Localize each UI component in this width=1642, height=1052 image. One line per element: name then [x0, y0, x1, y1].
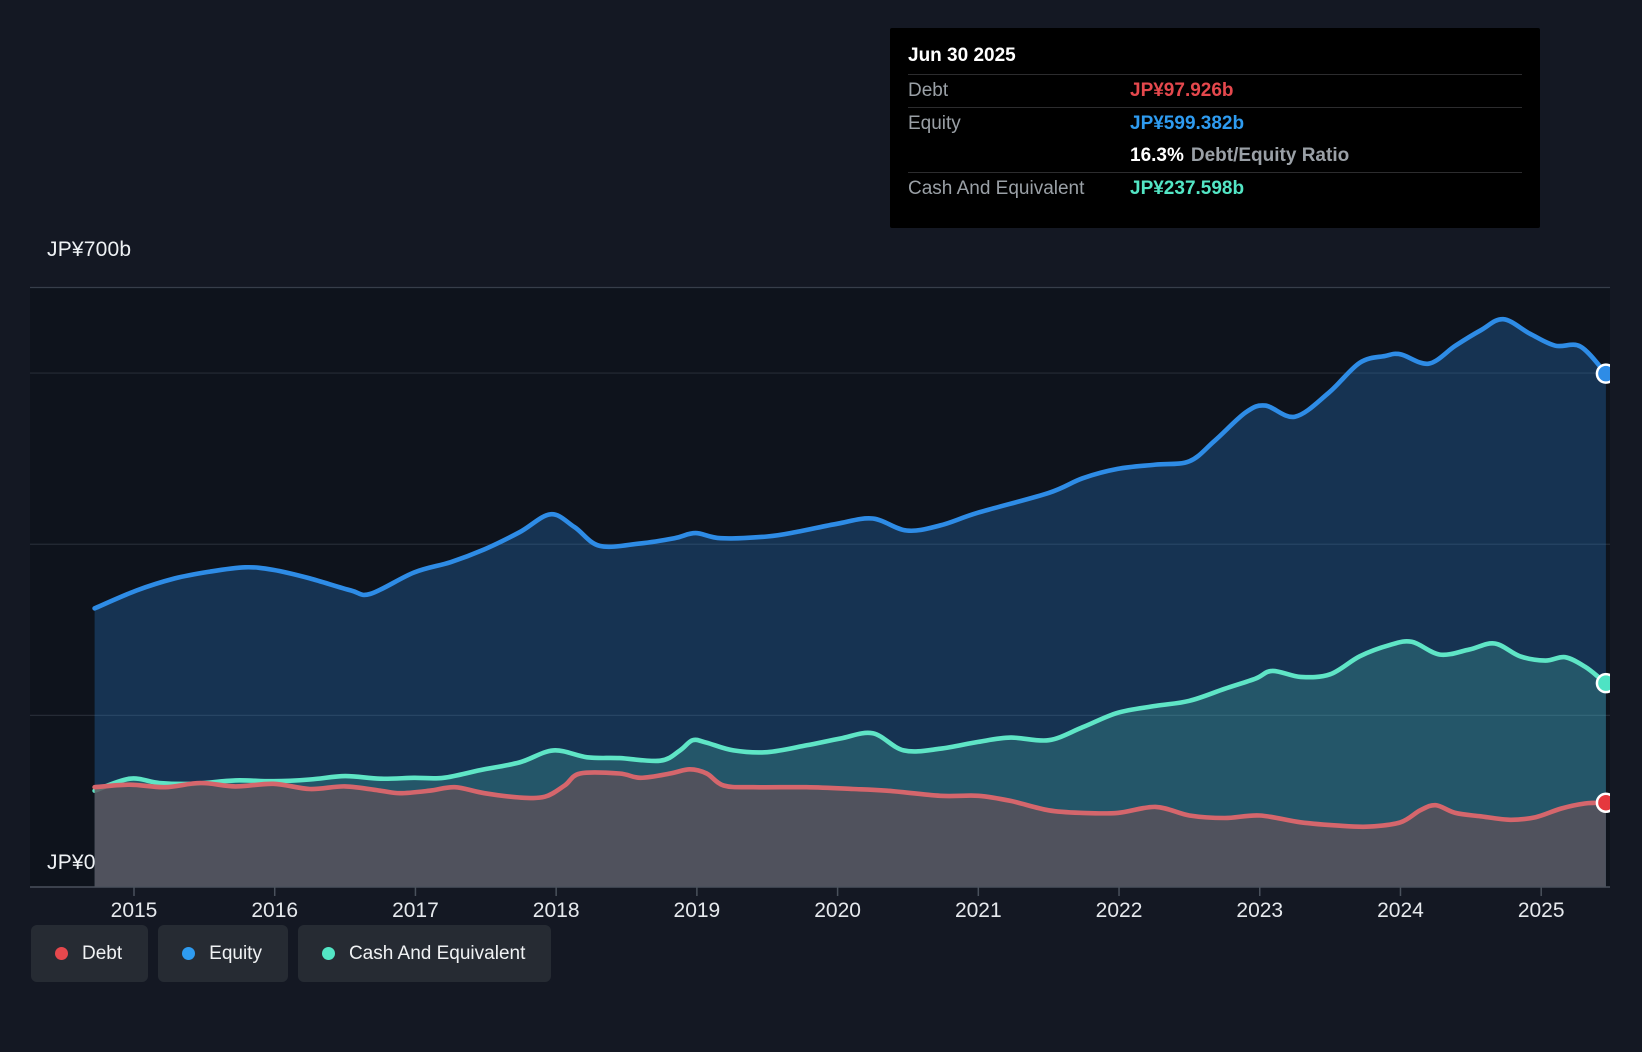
plot-right-mask — [1610, 0, 1642, 1052]
y-axis-label-max: JP¥700b — [47, 238, 132, 261]
legend-equity-label: Equity — [209, 942, 262, 964]
legend: Debt Equity Cash And Equivalent — [31, 925, 552, 982]
cash-and-equivalent-line — [92, 639, 1609, 793]
debt-line — [92, 767, 1609, 830]
x-tick-label-2021: 2021 — [955, 899, 1002, 922]
cash-dot-icon — [321, 947, 335, 960]
debt-dot-icon — [55, 947, 68, 960]
legend-cash-label: Cash And Equivalent — [348, 942, 526, 964]
x-tick-label-2020: 2020 — [814, 899, 861, 922]
tooltip-equity-value: JP¥599.382b — [1130, 113, 1245, 134]
hover-tooltip: Jun 30 2025 Debt JP¥97.926b Equity JP¥59… — [890, 28, 1540, 228]
tooltip-date: Jun 30 2025 — [908, 38, 1522, 75]
legend-item-debt[interactable]: Debt — [31, 925, 149, 982]
x-tick-label-2018: 2018 — [533, 899, 580, 922]
equity-area — [94, 319, 1606, 887]
legend-item-cash[interactable]: Cash And Equivalent — [297, 925, 552, 982]
x-tick-label-2023: 2023 — [1236, 899, 1283, 922]
x-tick-label-2024: 2024 — [1377, 899, 1424, 922]
tooltip-debt-label: Debt — [908, 80, 949, 101]
debt-area — [94, 769, 1606, 887]
x-tick-label-2017: 2017 — [392, 899, 439, 922]
tooltip-debt-value: JP¥97.926b — [1130, 80, 1234, 101]
x-tick-label-2019: 2019 — [674, 899, 721, 922]
tooltip-row-cash: Cash And Equivalent JP¥237.598b — [908, 173, 1522, 205]
tooltip-ratio-value: 16.3% — [1130, 145, 1184, 166]
tooltip-row-debt: Debt JP¥97.926b — [908, 75, 1522, 108]
x-tick-label-2016: 2016 — [251, 899, 298, 922]
x-tick-label-2015: 2015 — [111, 899, 158, 922]
equity-line — [92, 316, 1609, 611]
tooltip-row-equity: Equity JP¥599.382b — [908, 108, 1522, 140]
legend-item-equity[interactable]: Equity — [158, 925, 288, 982]
equity-dot-icon — [182, 947, 196, 960]
x-tick-label-2022: 2022 — [1096, 899, 1143, 922]
tooltip-cash-label: Cash And Equivalent — [908, 178, 1085, 199]
x-tick-label-2025: 2025 — [1518, 899, 1565, 922]
tooltip-cash-value: JP¥237.598b — [1130, 178, 1245, 199]
tooltip-row-ratio: 16.3% Debt/Equity Ratio — [908, 140, 1522, 173]
y-axis-label-zero: JP¥0 — [47, 851, 96, 874]
tooltip-ratio-label: Debt/Equity Ratio — [1190, 145, 1350, 166]
tooltip-equity-label: Equity — [908, 113, 961, 134]
legend-debt-label: Debt — [82, 942, 123, 964]
